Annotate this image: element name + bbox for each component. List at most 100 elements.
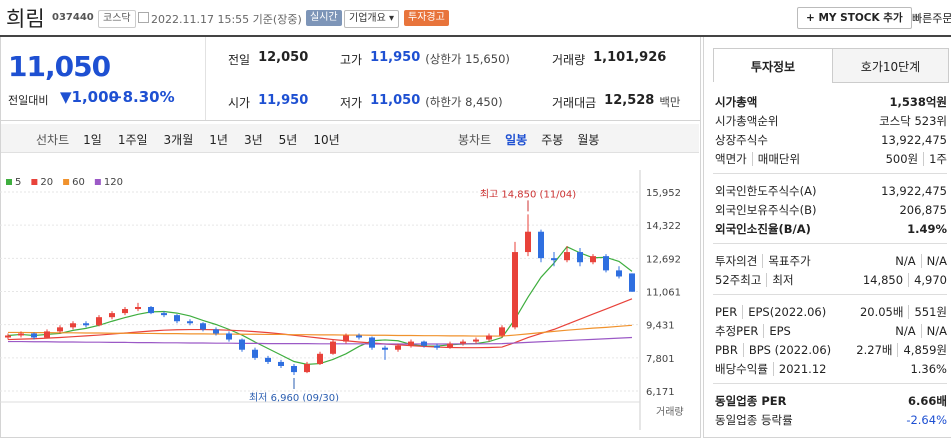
info-row: 상장주식수 13,922,475 — [715, 131, 947, 149]
period-button[interactable]: 1년 — [209, 133, 228, 147]
summary-value: 11,050 — [370, 93, 421, 108]
warning-badge: 투자경고 — [404, 10, 449, 26]
info-label: PBR BPS (2022.06) — [715, 343, 832, 357]
candle-body — [434, 345, 440, 348]
summary-label: 거래량 — [552, 53, 586, 67]
candle-body — [447, 343, 453, 348]
candle-body — [564, 252, 570, 261]
info-label: 시가총액순위 — [715, 113, 778, 129]
info-label: 추정PER EPS — [715, 323, 791, 339]
info-value: 206,875 — [899, 203, 947, 217]
candle-body — [577, 252, 583, 263]
info-row: 배당수익률 2021.12 1.36% — [715, 360, 947, 378]
stock-name: 희림 — [6, 7, 45, 31]
info-label: 액면가 매매단위 — [715, 151, 801, 167]
info-value: 6.66배 — [908, 393, 947, 409]
summary-label: 시가 — [228, 96, 251, 110]
tab-label[interactable]: 투자정보 — [750, 60, 796, 74]
info-label-part: 액면가 — [715, 152, 747, 166]
candle-body — [57, 327, 63, 332]
y-tick-label: 7,801 — [646, 354, 675, 365]
info-row: 시가총액순위 코스닥 523위 — [715, 112, 947, 130]
legend-label: 5 — [15, 177, 21, 188]
legend-label: 20 — [40, 177, 53, 188]
legend-swatch — [6, 179, 12, 185]
price-chart: 15,952 14,322 12,692 11,061 9,431 7,801 6,171 5… — [0, 170, 684, 430]
summary-value: 12,050 — [258, 50, 309, 65]
period-button[interactable]: 3개월 — [163, 133, 194, 147]
candle-body — [5, 335, 11, 338]
candle-body — [538, 231, 544, 259]
candle-body — [161, 313, 167, 316]
period-button[interactable]: 1주일 — [117, 133, 148, 147]
change-label: 전일대비 — [8, 94, 49, 107]
info-value: 1.36% — [910, 362, 947, 376]
period-button[interactable]: 5년 — [278, 133, 298, 147]
candle-body — [200, 323, 206, 330]
info-value-part: 551원 — [908, 305, 947, 319]
y-tick-label: 9,431 — [646, 321, 675, 332]
realtime-button[interactable]: 실시간 — [306, 10, 342, 26]
period-button[interactable]: 10년 — [313, 133, 340, 147]
info-label-part: EPS(2022.06) — [742, 305, 827, 319]
candle-body — [343, 335, 349, 342]
info-label-part: 목표주가 — [762, 254, 811, 268]
info-value: 13,922,475 — [881, 184, 947, 198]
info-value: 1,538억원 — [889, 94, 947, 110]
candle-body — [512, 252, 518, 328]
summary-label: 거래대금 — [552, 96, 597, 110]
legend-swatch — [31, 179, 38, 185]
price-vsep — [205, 37, 206, 120]
info-separator — [713, 243, 947, 244]
candle-body — [187, 321, 193, 324]
candle-body — [96, 317, 102, 326]
candle-body — [213, 329, 219, 334]
header-line — [0, 35, 951, 37]
candle-body — [83, 323, 89, 326]
period-button[interactable]: 1일 — [83, 133, 102, 147]
candle-body — [590, 256, 596, 263]
info-label-part: EPS — [763, 324, 791, 338]
info-label-part: 52주최고 — [715, 273, 762, 287]
candle-body — [174, 315, 180, 322]
candle-body — [525, 231, 531, 253]
info-row: 시가총액 1,538억원 — [715, 93, 947, 111]
summary-sub: (상한가 15,650) — [425, 52, 510, 66]
mystock-button[interactable]: + MY STOCK 추가 — [797, 7, 912, 29]
period-button[interactable]: 월봉 — [577, 133, 600, 147]
quick-order[interactable]: 빠른주문 — [912, 12, 951, 25]
candle-body — [317, 353, 323, 364]
candle-body — [278, 361, 284, 366]
info-label: 동일업종 PER — [715, 393, 786, 409]
tab-label[interactable]: 호가10단계 — [860, 60, 921, 74]
summary-sub: 백만 — [659, 95, 681, 109]
legend-swatch — [94, 179, 101, 185]
info-value: N/A N/A — [895, 324, 947, 338]
info-value-part: N/A — [895, 324, 916, 338]
period-button[interactable]: 3년 — [243, 133, 263, 147]
change-percent: −8.30% — [110, 88, 175, 106]
tab-inactive[interactable] — [832, 48, 949, 83]
info-value-part: N/A — [895, 254, 916, 268]
info-separator — [713, 294, 947, 295]
info-row: PER EPS(2022.06) 20.05배 551원 — [715, 303, 947, 321]
overview-button[interactable]: 기업개요 ▾ — [344, 10, 399, 28]
info-row: 동일업종 등락률 -2.64% — [715, 411, 947, 429]
period-button[interactable]: 일봉 — [505, 133, 528, 147]
info-value: 1.49% — [907, 222, 947, 236]
info-value-part: N/A — [920, 324, 947, 338]
candle-body — [226, 333, 232, 340]
candle-body — [148, 306, 154, 314]
tab-active[interactable] — [713, 48, 833, 82]
info-value: 2.27배 4,859원 — [856, 342, 947, 358]
period-label: 선차트 — [36, 133, 70, 147]
period-button[interactable]: 주봉 — [541, 133, 564, 147]
info-value-part: 13,922,475 — [881, 133, 947, 147]
candle-body — [616, 270, 622, 277]
info-value-part: 206,875 — [899, 203, 947, 217]
summary-value: 1,101,926 — [593, 50, 667, 65]
candle-body — [369, 337, 375, 348]
info-row: 외국인한도주식수(A) 13,922,475 — [715, 182, 947, 200]
candle-body — [109, 313, 115, 318]
candle-body — [382, 347, 388, 350]
